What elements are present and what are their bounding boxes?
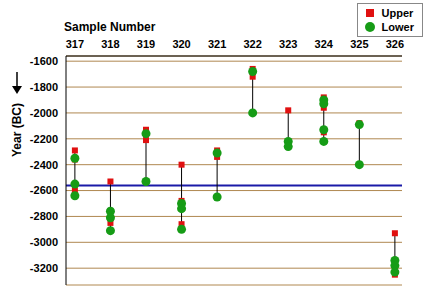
svg-text:317: 317 (66, 38, 84, 50)
svg-text:319: 319 (137, 38, 155, 50)
svg-text:-2200: -2200 (30, 133, 58, 145)
svg-text:-2000: -2000 (30, 107, 58, 119)
svg-text:Year (BC): Year (BC) (10, 103, 24, 157)
svg-text:323: 323 (279, 38, 297, 50)
svg-text:320: 320 (172, 38, 190, 50)
svg-text:-2800: -2800 (30, 210, 58, 222)
svg-text:325: 325 (350, 38, 368, 50)
svg-text:324: 324 (315, 38, 334, 50)
svg-text:-3000: -3000 (30, 236, 58, 248)
svg-text:-3200: -3200 (30, 262, 58, 274)
svg-text:322: 322 (243, 38, 261, 50)
html-text:Upper: Upper (381, 7, 414, 19)
svg-text:-1800: -1800 (30, 81, 58, 93)
svg-text:-2400: -2400 (30, 159, 58, 171)
svg-text:321: 321 (208, 38, 226, 50)
html-text:Lower: Lower (381, 21, 414, 33)
svg-text:326: 326 (386, 38, 404, 50)
svg-text:-2600: -2600 (30, 184, 58, 196)
svg-text:318: 318 (101, 38, 119, 50)
html-text:Sample Number: Sample Number (64, 20, 156, 34)
svg-text:-1600: -1600 (30, 55, 58, 67)
